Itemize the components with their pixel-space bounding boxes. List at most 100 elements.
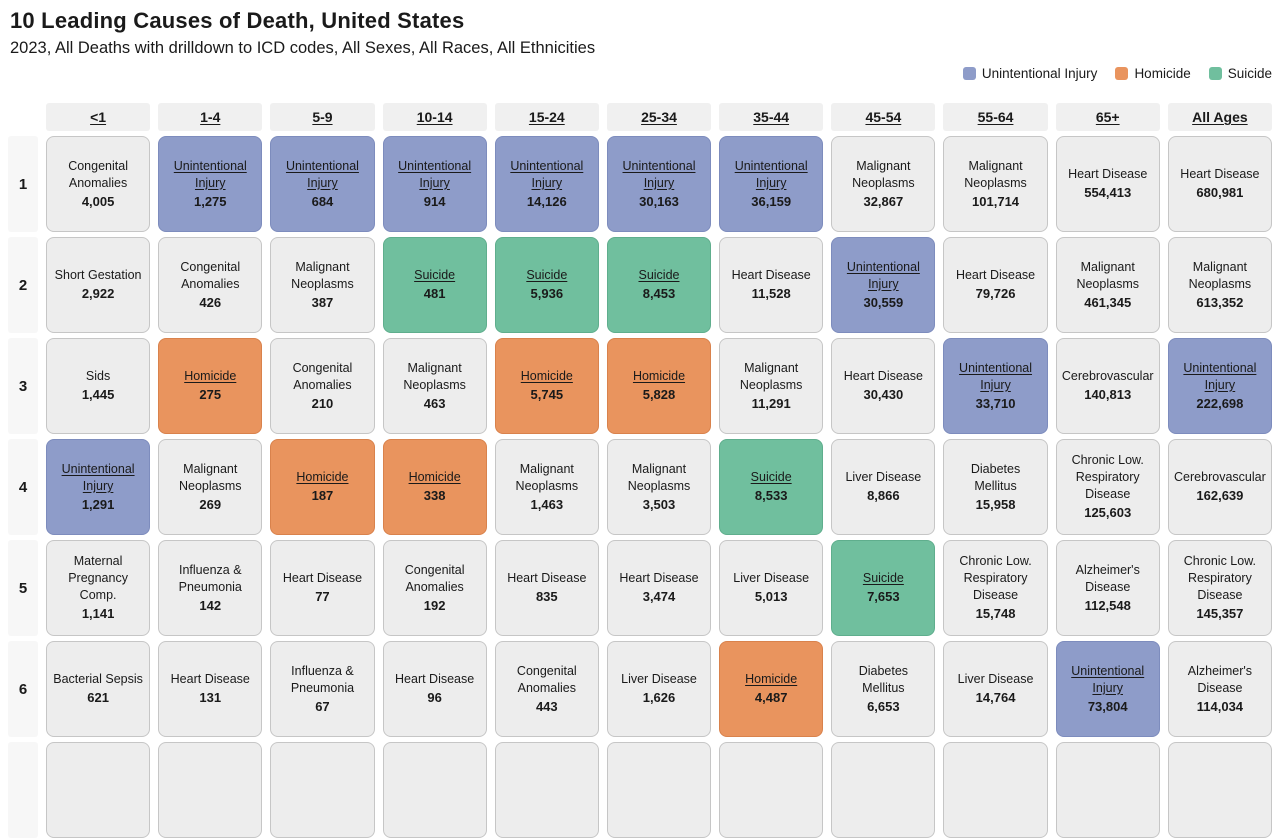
- death-count: 125,603: [1084, 505, 1132, 521]
- cause-link[interactable]: Homicide: [745, 672, 798, 687]
- cause-cell[interactable]: Suicide 8,533: [719, 439, 824, 535]
- cause-link[interactable]: Homicide: [632, 369, 686, 384]
- cause-cell: Malignant Neoplasms 3,503: [606, 439, 712, 535]
- age-group-header-label: 15-24: [528, 109, 565, 125]
- cause-cell[interactable]: Suicide 8,453: [606, 237, 712, 333]
- cause-label: Liver Disease: [957, 672, 1034, 687]
- age-group-header-10-14[interactable]: 10-14: [382, 103, 487, 131]
- cause-cell[interactable]: Unintentional Injury 73,804: [1055, 641, 1160, 737]
- death-count: 8,453: [642, 286, 676, 302]
- cause-cell[interactable]: Homicide 5,745: [494, 338, 599, 434]
- death-count: 7,653: [867, 589, 900, 605]
- cause-label: Cerebrovascular: [1061, 369, 1154, 384]
- cause-label: Liver Disease: [845, 470, 922, 485]
- cause-cell: Heart Disease 77: [270, 540, 375, 636]
- cause-link[interactable]: Unintentional Injury: [734, 158, 808, 190]
- cause-link[interactable]: Suicide: [526, 268, 568, 283]
- death-count: 5,936: [530, 286, 564, 302]
- homicide-swatch-icon: [1115, 67, 1129, 80]
- cause-link[interactable]: Unintentional Injury: [398, 158, 472, 190]
- death-count: 222,698: [1196, 395, 1244, 411]
- cause-link[interactable]: Suicide: [414, 268, 456, 283]
- cause-cell[interactable]: Homicide 338: [382, 439, 487, 535]
- rank-label-4: 4: [8, 439, 38, 535]
- age-group-header-35-44[interactable]: 35-44: [719, 103, 824, 131]
- death-count: 187: [311, 488, 334, 504]
- cause-label: Heart Disease: [507, 571, 587, 586]
- age-group-header-5-9[interactable]: 5-9: [270, 103, 375, 131]
- cause-link[interactable]: Unintentional Injury: [846, 259, 920, 291]
- cause-cell: Influenza & Pneumonia 142: [158, 540, 263, 636]
- cause-cell[interactable]: Suicide 5,936: [494, 237, 599, 333]
- cause-link[interactable]: Unintentional Injury: [622, 158, 696, 190]
- cause-label: Congenital Anomalies: [292, 360, 353, 392]
- age-group-header--1[interactable]: <1: [46, 103, 151, 131]
- cause-link[interactable]: Homicide: [184, 369, 237, 384]
- cause-cell[interactable]: Unintentional Injury 914: [382, 136, 487, 232]
- age-group-header-label: 1-4: [200, 109, 221, 125]
- cause-cell: Congenital Anomalies 426: [158, 237, 263, 333]
- age-group-header-65-[interactable]: 65+: [1055, 103, 1160, 131]
- age-group-header-15-24[interactable]: 15-24: [494, 103, 599, 131]
- cause-link[interactable]: Suicide: [638, 268, 680, 283]
- death-count: 32,867: [863, 193, 904, 209]
- death-count: 11,528: [751, 286, 791, 302]
- cause-cell: Influenza & Pneumonia 67: [270, 641, 375, 737]
- cause-cell[interactable]: Unintentional Injury 684: [270, 136, 375, 232]
- death-count: 67: [315, 698, 330, 714]
- death-count: 114,034: [1196, 698, 1244, 714]
- cause-link[interactable]: Unintentional Injury: [173, 158, 247, 190]
- cause-cell[interactable]: Homicide 187: [270, 439, 375, 535]
- age-group-header-55-64[interactable]: 55-64: [943, 103, 1048, 131]
- death-count: 2,922: [81, 286, 115, 302]
- cause-link[interactable]: Suicide: [750, 470, 792, 485]
- cause-cell[interactable]: Suicide 7,653: [831, 540, 936, 636]
- cause-cell: Heart Disease 79,726: [943, 237, 1048, 333]
- cause-link[interactable]: Unintentional Injury: [61, 461, 135, 493]
- age-group-header-45-54[interactable]: 45-54: [831, 103, 936, 131]
- cause-cell[interactable]: Unintentional Injury 14,126: [494, 136, 599, 232]
- cause-cell[interactable]: Unintentional Injury 222,698: [1167, 338, 1272, 434]
- cause-link[interactable]: Unintentional Injury: [959, 360, 1033, 392]
- cause-link[interactable]: Suicide: [862, 571, 904, 586]
- cause-cell: Malignant Neoplasms 1,463: [494, 439, 599, 535]
- death-count: 36,159: [751, 193, 792, 209]
- cause-link[interactable]: Homicide: [520, 369, 573, 384]
- cause-link[interactable]: Unintentional Injury: [1071, 663, 1145, 695]
- death-count: 15,958: [975, 496, 1016, 512]
- rank-label-1: 1: [8, 136, 38, 232]
- rank-label-3: 3: [8, 338, 38, 434]
- cause-link[interactable]: Unintentional Injury: [285, 158, 359, 190]
- death-count: 145,357: [1196, 606, 1244, 622]
- cause-link[interactable]: Unintentional Injury: [510, 158, 584, 190]
- cause-cell[interactable]: Unintentional Injury 1,291: [46, 439, 151, 535]
- cause-label: Heart Disease: [843, 369, 923, 384]
- cause-cell-partial: [158, 742, 263, 838]
- cause-cell[interactable]: Homicide 275: [158, 338, 263, 434]
- death-count: 1,141: [81, 606, 115, 622]
- age-group-header-25-34[interactable]: 25-34: [606, 103, 712, 131]
- cause-cell[interactable]: Homicide 5,828: [606, 338, 712, 434]
- cause-cell[interactable]: Unintentional Injury 33,710: [943, 338, 1048, 434]
- age-group-header-1-4[interactable]: 1-4: [158, 103, 263, 131]
- cause-cell-partial: [270, 742, 375, 838]
- cause-link[interactable]: Unintentional Injury: [1183, 360, 1257, 392]
- cause-cell[interactable]: Unintentional Injury 1,275: [158, 136, 263, 232]
- cause-link[interactable]: Homicide: [408, 470, 461, 485]
- death-count: 14,126: [526, 193, 567, 209]
- cause-cell[interactable]: Unintentional Injury 36,159: [719, 136, 824, 232]
- cause-cell: Diabetes Mellitus 15,958: [943, 439, 1048, 535]
- cause-cell[interactable]: Unintentional Injury 30,163: [606, 136, 712, 232]
- cause-cell[interactable]: Suicide 481: [382, 237, 487, 333]
- age-group-header-all-ages[interactable]: All Ages: [1167, 103, 1272, 131]
- cause-link[interactable]: Homicide: [296, 470, 349, 485]
- death-count: 8,533: [754, 488, 788, 504]
- cause-label: Malignant Neoplasms: [739, 360, 803, 392]
- cause-cell-partial: [382, 742, 487, 838]
- death-count: 140,813: [1084, 387, 1132, 403]
- cause-cell[interactable]: Unintentional Injury 30,559: [831, 237, 936, 333]
- cause-cell: Malignant Neoplasms 32,867: [831, 136, 936, 232]
- cause-cell: Liver Disease 5,013: [719, 540, 824, 636]
- cause-cell-partial: [46, 742, 151, 838]
- cause-cell[interactable]: Homicide 4,487: [719, 641, 824, 737]
